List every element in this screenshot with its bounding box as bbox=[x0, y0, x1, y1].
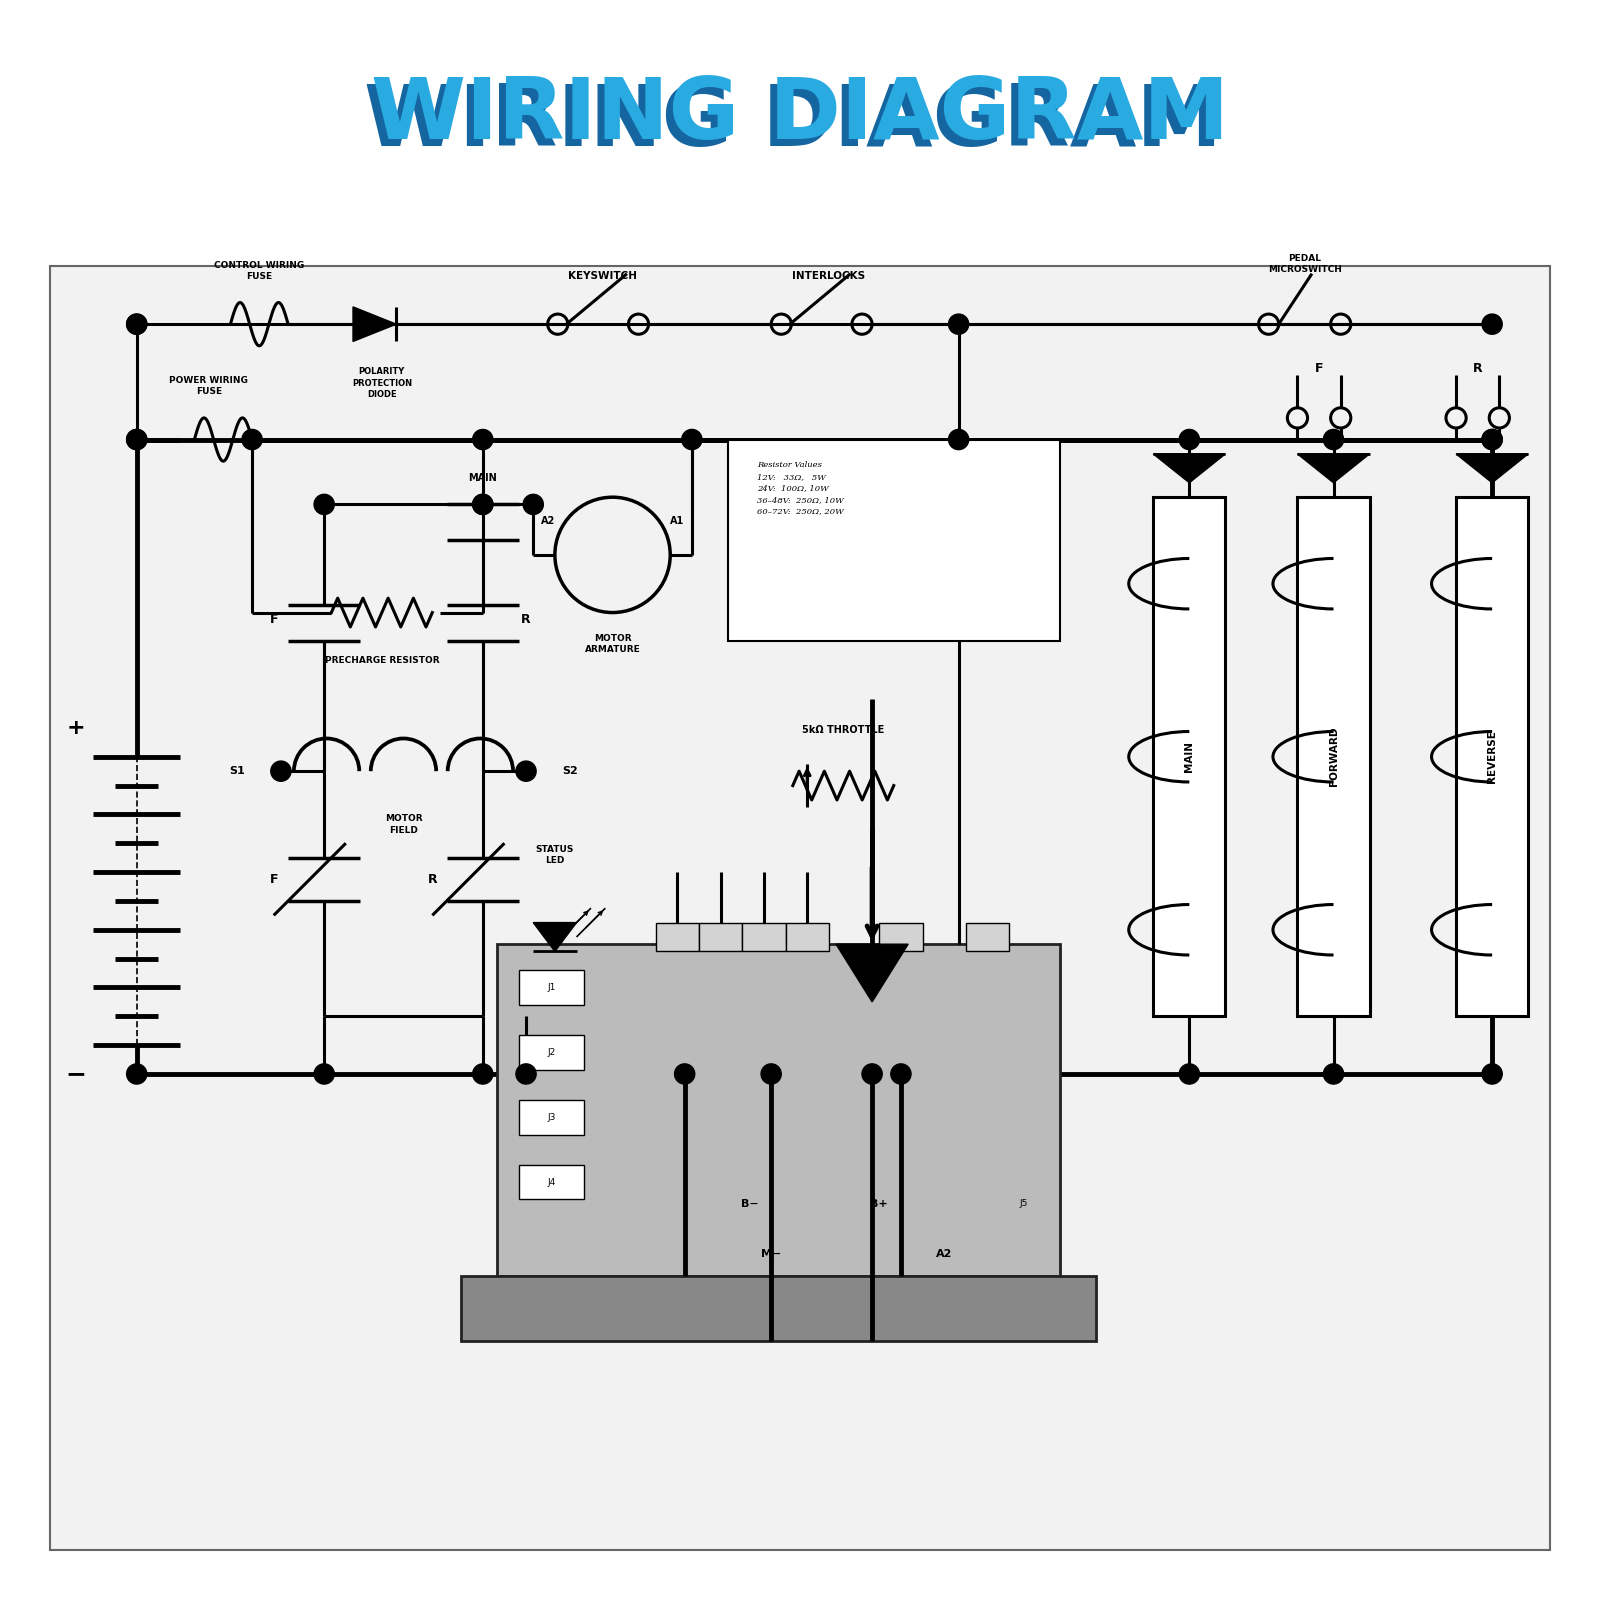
Text: F: F bbox=[269, 874, 278, 886]
Bar bbox=[518, 970, 584, 1005]
Circle shape bbox=[472, 429, 493, 450]
Polygon shape bbox=[354, 307, 397, 341]
Text: PEDAL
MICROSWITCH: PEDAL MICROSWITCH bbox=[1267, 253, 1342, 274]
Circle shape bbox=[472, 494, 493, 515]
Polygon shape bbox=[1298, 454, 1370, 483]
Text: J4: J4 bbox=[547, 1178, 555, 1187]
Text: STATUS
LED: STATUS LED bbox=[536, 845, 574, 866]
Text: M−: M− bbox=[762, 1250, 781, 1259]
Circle shape bbox=[314, 1064, 334, 1085]
Circle shape bbox=[242, 429, 262, 450]
Text: MAIN: MAIN bbox=[469, 472, 498, 483]
Circle shape bbox=[126, 429, 147, 450]
Bar bbox=[699, 923, 742, 952]
Circle shape bbox=[515, 1064, 536, 1085]
Bar bbox=[461, 1275, 1096, 1341]
Text: −: − bbox=[66, 1062, 86, 1086]
Text: MOTOR
ARMATURE: MOTOR ARMATURE bbox=[584, 634, 640, 654]
Text: CONTROL WIRING
FUSE: CONTROL WIRING FUSE bbox=[214, 261, 304, 282]
Circle shape bbox=[762, 1064, 781, 1085]
Polygon shape bbox=[1456, 454, 1528, 483]
Circle shape bbox=[1482, 429, 1502, 450]
Bar bbox=[1298, 498, 1370, 1016]
Bar bbox=[786, 923, 829, 952]
Circle shape bbox=[862, 1064, 882, 1085]
Text: B−: B− bbox=[741, 1198, 758, 1208]
Circle shape bbox=[949, 429, 968, 450]
Circle shape bbox=[1179, 429, 1200, 450]
Text: PRECHARGE RESISTOR: PRECHARGE RESISTOR bbox=[325, 656, 438, 666]
Bar bbox=[1154, 498, 1226, 1016]
Text: J1: J1 bbox=[547, 982, 557, 992]
Text: REVERSE: REVERSE bbox=[1486, 730, 1498, 782]
Text: A2: A2 bbox=[541, 517, 555, 526]
Bar bbox=[518, 1165, 584, 1200]
Circle shape bbox=[1323, 1064, 1344, 1085]
Text: F: F bbox=[269, 613, 278, 626]
Text: POWER WIRING
FUSE: POWER WIRING FUSE bbox=[170, 376, 248, 397]
Circle shape bbox=[126, 314, 147, 334]
Bar bbox=[742, 923, 786, 952]
Text: WIRING DIAGRAM: WIRING DIAGRAM bbox=[363, 80, 1222, 163]
Circle shape bbox=[1179, 1064, 1200, 1085]
Text: Resistor Values
12V:   33Ω,   5W
24V:  100Ω, 10W
36–48V:  250Ω, 10W
60–72V:  250: Resistor Values 12V: 33Ω, 5W 24V: 100Ω, … bbox=[757, 461, 843, 515]
Text: INTERLOCKS: INTERLOCKS bbox=[792, 270, 866, 282]
Text: J5: J5 bbox=[1019, 1200, 1027, 1208]
Circle shape bbox=[1482, 1064, 1502, 1085]
Circle shape bbox=[126, 429, 147, 450]
Circle shape bbox=[515, 762, 536, 781]
Bar bbox=[966, 923, 1010, 952]
Circle shape bbox=[126, 314, 147, 334]
Text: POLARITY
PROTECTION
DIODE: POLARITY PROTECTION DIODE bbox=[352, 368, 411, 398]
Text: R: R bbox=[522, 613, 531, 626]
Bar bbox=[498, 944, 1059, 1275]
Circle shape bbox=[472, 494, 493, 515]
Polygon shape bbox=[533, 923, 576, 952]
Circle shape bbox=[472, 1064, 493, 1085]
Circle shape bbox=[270, 762, 291, 781]
Circle shape bbox=[675, 1064, 694, 1085]
Bar bbox=[518, 1099, 584, 1134]
Circle shape bbox=[1482, 314, 1502, 334]
Circle shape bbox=[891, 1064, 910, 1085]
Circle shape bbox=[949, 314, 968, 334]
Circle shape bbox=[126, 1064, 147, 1085]
Text: F: F bbox=[1315, 362, 1323, 374]
Text: FORWARD: FORWARD bbox=[1328, 726, 1339, 787]
Bar bbox=[1456, 498, 1528, 1016]
Text: 5kΩ THROTTLE: 5kΩ THROTTLE bbox=[802, 725, 885, 734]
Polygon shape bbox=[1154, 454, 1226, 483]
Circle shape bbox=[523, 494, 544, 515]
Text: A2: A2 bbox=[936, 1250, 952, 1259]
Text: R: R bbox=[1474, 362, 1483, 374]
Bar bbox=[518, 1035, 584, 1070]
Circle shape bbox=[682, 429, 702, 450]
Text: MOTOR
FIELD: MOTOR FIELD bbox=[384, 814, 422, 835]
Text: J2: J2 bbox=[547, 1048, 555, 1058]
Text: B+: B+ bbox=[870, 1198, 888, 1208]
Bar bbox=[728, 440, 1059, 642]
Bar bbox=[50, 267, 1550, 1550]
Bar bbox=[656, 923, 699, 952]
Text: MAIN: MAIN bbox=[1184, 741, 1194, 773]
Text: J3: J3 bbox=[547, 1112, 557, 1122]
Text: A1: A1 bbox=[670, 517, 685, 526]
Circle shape bbox=[1323, 429, 1344, 450]
Text: S2: S2 bbox=[562, 766, 578, 776]
Circle shape bbox=[1482, 429, 1502, 450]
Text: KEYSWITCH: KEYSWITCH bbox=[568, 270, 637, 282]
Circle shape bbox=[314, 494, 334, 515]
Text: WIRING DIAGRAM: WIRING DIAGRAM bbox=[371, 74, 1229, 157]
Text: +: + bbox=[67, 718, 85, 738]
Polygon shape bbox=[837, 944, 909, 1002]
Text: S1: S1 bbox=[229, 766, 245, 776]
Text: R: R bbox=[427, 874, 437, 886]
Bar bbox=[880, 923, 923, 952]
